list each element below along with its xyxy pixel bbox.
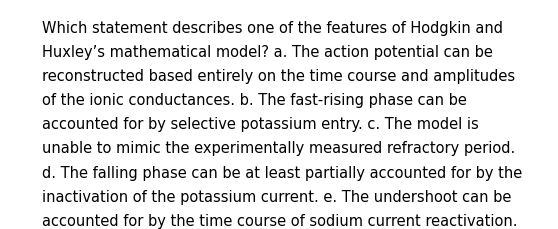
Text: inactivation of the potassium current. e. The undershoot can be: inactivation of the potassium current. e… <box>42 189 511 204</box>
Text: Which statement describes one of the features of Hodgkin and: Which statement describes one of the fea… <box>42 21 503 35</box>
Text: unable to mimic the experimentally measured refractory period.: unable to mimic the experimentally measu… <box>42 141 515 156</box>
Text: accounted for by selective potassium entry. c. The model is: accounted for by selective potassium ent… <box>42 117 479 132</box>
Text: Huxley’s mathematical model? a. The action potential can be: Huxley’s mathematical model? a. The acti… <box>42 45 493 60</box>
Text: d. The falling phase can be at least partially accounted for by the: d. The falling phase can be at least par… <box>42 165 522 180</box>
Text: reconstructed based entirely on the time course and amplitudes: reconstructed based entirely on the time… <box>42 69 515 84</box>
Text: of the ionic conductances. b. The fast-rising phase can be: of the ionic conductances. b. The fast-r… <box>42 93 466 108</box>
Text: accounted for by the time course of sodium current reactivation.: accounted for by the time course of sodi… <box>42 213 517 228</box>
